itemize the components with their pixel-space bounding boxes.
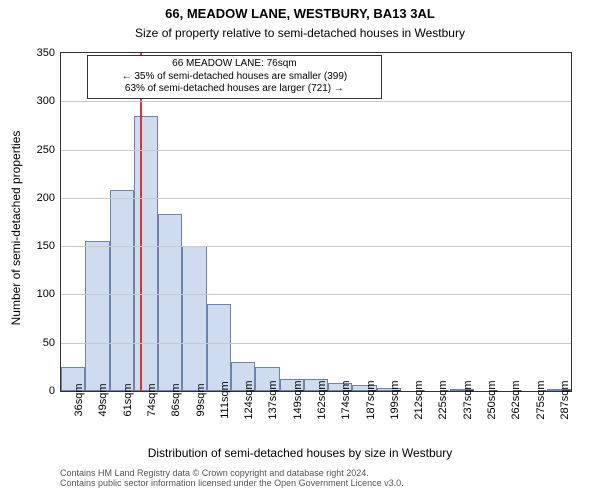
ytick-label: 350	[37, 47, 55, 59]
chart-xlabel: Distribution of semi-detached houses by …	[0, 446, 600, 460]
chart-ylabel: Number of semi-detached properties	[9, 59, 23, 397]
xtick-label: 237sqm	[462, 374, 474, 419]
xtick-label: 124sqm	[243, 374, 255, 419]
xtick-label: 225sqm	[437, 374, 449, 419]
xtick-label: 174sqm	[340, 374, 352, 419]
license-line: Contains HM Land Registry data © Crown c…	[60, 468, 404, 478]
chart-bar	[110, 190, 134, 391]
license-line: Contains public sector information licen…	[60, 478, 404, 488]
xtick-label: 86sqm	[170, 377, 182, 416]
chart-bar	[158, 214, 182, 391]
gridline	[61, 246, 571, 247]
xtick-label: 137sqm	[267, 374, 279, 419]
xtick-label: 212sqm	[413, 374, 425, 419]
annotation-line: ← 35% of semi-detached houses are smalle…	[92, 71, 378, 84]
ytick-label: 250	[37, 144, 55, 156]
chart-bar	[182, 246, 206, 391]
chart-plot-area: 66 MEADOW LANE: 76sqm ← 35% of semi-deta…	[60, 52, 572, 392]
chart-bar	[85, 241, 109, 391]
license-text: Contains HM Land Registry data © Crown c…	[60, 468, 404, 488]
xtick-label: 149sqm	[292, 374, 304, 419]
xtick-label: 61sqm	[122, 377, 134, 416]
ytick-label: 300	[37, 95, 55, 107]
chart-bars	[61, 53, 571, 391]
gridline	[61, 101, 571, 102]
xtick-label: 250sqm	[486, 374, 498, 419]
gridline	[61, 150, 571, 151]
annotation-line: 66 MEADOW LANE: 76sqm	[92, 58, 378, 71]
xtick-label: 162sqm	[316, 374, 328, 419]
ytick-label: 150	[37, 240, 55, 252]
xtick-label: 287sqm	[559, 374, 571, 419]
ytick-label: 200	[37, 192, 55, 204]
xtick-label: 262sqm	[510, 374, 522, 419]
ytick-label: 100	[37, 288, 55, 300]
xtick-label: 36sqm	[73, 377, 85, 416]
ytick-label: 0	[49, 385, 55, 397]
xtick-label: 275sqm	[535, 374, 547, 419]
chart-title: 66, MEADOW LANE, WESTBURY, BA13 3AL	[0, 6, 600, 21]
gridline	[61, 294, 571, 295]
chart-marker-line	[140, 53, 142, 391]
chart-bar	[134, 116, 158, 391]
chart-subtitle: Size of property relative to semi-detach…	[0, 26, 600, 40]
gridline	[61, 198, 571, 199]
chart-annotation-box: 66 MEADOW LANE: 76sqm ← 35% of semi-deta…	[87, 55, 383, 99]
xtick-label: 187sqm	[365, 374, 377, 419]
xtick-label: 74sqm	[146, 377, 158, 416]
xtick-label: 111sqm	[219, 375, 231, 419]
ytick-label: 50	[43, 337, 55, 349]
annotation-line: 63% of semi-detached houses are larger (…	[92, 83, 378, 96]
xtick-label: 99sqm	[195, 377, 207, 416]
xtick-label: 199sqm	[389, 374, 401, 419]
gridline	[61, 343, 571, 344]
xtick-label: 49sqm	[97, 377, 109, 416]
